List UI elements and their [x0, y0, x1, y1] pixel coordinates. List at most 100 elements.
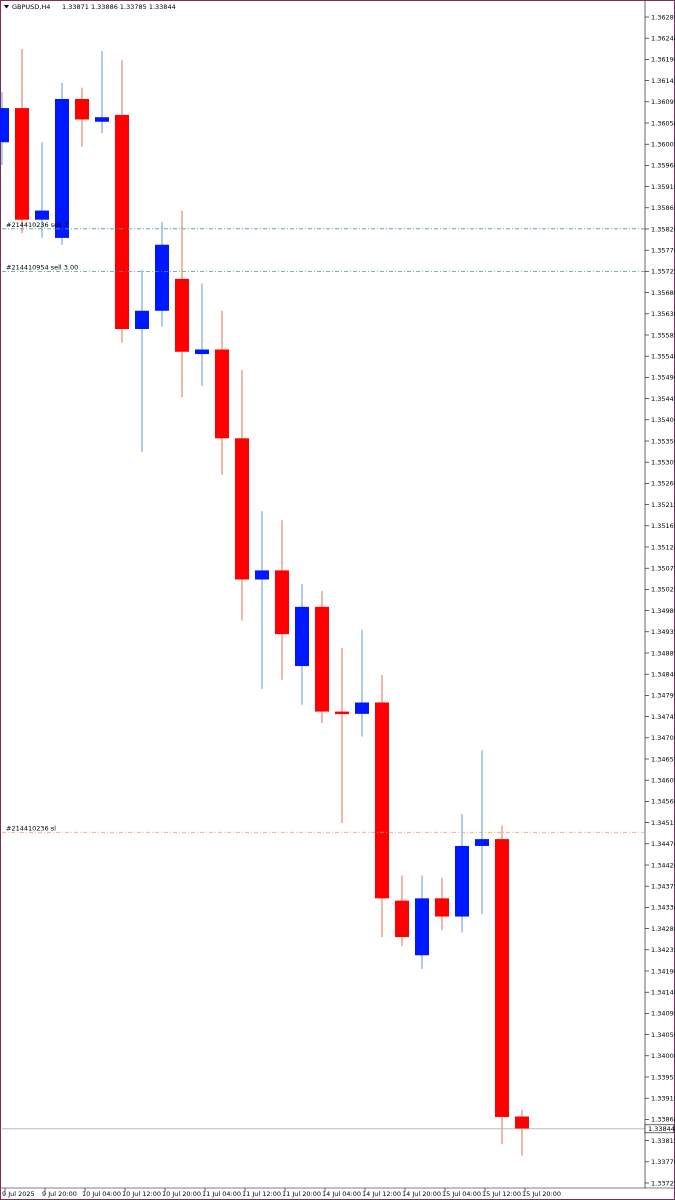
- candle-body: [15, 108, 29, 220]
- candle-body: [335, 711, 349, 715]
- symbol-label: GBPUSD,H4: [12, 3, 50, 11]
- price-tick-label: 1.34605: [651, 777, 675, 785]
- price-tick-label: 1.36145: [651, 77, 675, 85]
- time-tick-label: 14 Jul 04:00: [322, 1190, 361, 1198]
- price-tick-label: 1.35630: [651, 310, 675, 318]
- bear-candle: [375, 675, 389, 938]
- price-tick-label: 1.34935: [651, 628, 675, 636]
- time-tick-label: 10 Jul 04:00: [82, 1190, 121, 1198]
- bear-candle: [435, 877, 449, 931]
- price-tick-label: 1.34050: [651, 1031, 675, 1039]
- price-tick-label: 1.35445: [651, 395, 675, 403]
- bull-candle: [0, 92, 9, 166]
- price-tick-label: 1.34330: [651, 904, 675, 912]
- time-tick-label: 14 Jul 20:00: [402, 1190, 441, 1198]
- price-tick-label: 1.35075: [651, 565, 675, 573]
- price-tick-label: 1.36005: [651, 141, 675, 149]
- price-tick-label: 1.35120: [651, 543, 675, 551]
- bear-candle: [175, 210, 189, 398]
- price-tick-label: 1.34980: [651, 607, 675, 615]
- price-tick-label: 1.34655: [651, 755, 675, 763]
- price-tick-label: 1.33770: [651, 1158, 675, 1166]
- dropdown-triangle-icon[interactable]: [4, 5, 9, 9]
- time-tick-label: 11 Jul 04:00: [202, 1190, 241, 1198]
- bull-candle: [35, 142, 49, 238]
- time-tick-label: 10 Jul 20:00: [162, 1190, 201, 1198]
- candle-body: [115, 114, 129, 329]
- bear-candle: [275, 520, 289, 680]
- bull-candle: [95, 51, 109, 134]
- price-tick-label: 1.35680: [651, 289, 675, 297]
- price-tick-label: 1.35585: [651, 331, 675, 339]
- price-tick-label: 1.36095: [651, 98, 675, 106]
- bear-candle: [75, 87, 89, 147]
- price-tick-label: 1.35865: [651, 204, 675, 212]
- current-price-label: 1.33844: [648, 1125, 675, 1133]
- candle-body: [435, 898, 449, 917]
- candle-body: [315, 606, 329, 712]
- candle-body: [235, 438, 249, 580]
- price-tick-label: 1.34840: [651, 671, 675, 679]
- price-tick-label: 1.34700: [651, 734, 675, 742]
- price-tick-label: 1.33725: [651, 1179, 675, 1187]
- price-tick-label: 1.34140: [651, 989, 675, 997]
- price-tick-label: 1.35350: [651, 437, 675, 445]
- price-tick-label: 1.35725: [651, 268, 675, 276]
- candle-body: [75, 98, 89, 120]
- price-tick-label: 1.35820: [651, 225, 675, 233]
- time-tick-label: 11 Jul 20:00: [282, 1190, 321, 1198]
- bull-candle: [415, 875, 429, 969]
- candle-body: [415, 898, 429, 956]
- time-tick-label: 15 Jul 12:00: [482, 1190, 521, 1198]
- bull-candle: [455, 814, 469, 933]
- candle-body: [0, 108, 9, 143]
- candle-body: [155, 244, 169, 311]
- bear-candle: [495, 825, 509, 1145]
- price-tick-label: 1.36190: [651, 56, 675, 64]
- time-tick-label: 11 Jul 12:00: [242, 1190, 281, 1198]
- price-tick-label: 1.33815: [651, 1137, 675, 1145]
- time-tick-label: 15 Jul 20:00: [522, 1190, 561, 1198]
- price-tick-label: 1.35960: [651, 162, 675, 170]
- bull-candle: [295, 584, 309, 705]
- bear-candle: [15, 48, 29, 234]
- candle-body: [55, 98, 69, 238]
- bull-candle: [155, 221, 169, 327]
- candle-body: [95, 117, 109, 122]
- candle-body: [495, 839, 509, 1117]
- time-tick-label: 9 Jul 20:00: [42, 1190, 77, 1198]
- candle-body: [475, 839, 489, 846]
- time-tick-label: 9 Jul 2025: [2, 1190, 35, 1198]
- price-tick-label: 1.35025: [651, 586, 675, 594]
- price-tick-label: 1.34515: [651, 819, 675, 827]
- candle-body: [515, 1116, 529, 1129]
- price-tick-label: 1.35260: [651, 480, 675, 488]
- bear-candle: [515, 1109, 529, 1156]
- time-tick-label: 15 Jul 04:00: [442, 1190, 481, 1198]
- price-tick-label: 1.33955: [651, 1073, 675, 1081]
- price-tick-label: 1.35215: [651, 501, 675, 509]
- price-tick-label: 1.36240: [651, 35, 675, 43]
- bear-candle: [115, 60, 129, 343]
- price-tick-label: 1.34095: [651, 1010, 675, 1018]
- order-label: #214410954 sell 3.00: [6, 264, 78, 272]
- price-tick-label: 1.34885: [651, 649, 675, 657]
- price-tick-label: 1.33860: [651, 1116, 675, 1124]
- time-tick-label: 10 Jul 12:00: [122, 1190, 161, 1198]
- candle-body: [395, 900, 409, 938]
- bull-candle: [55, 83, 69, 245]
- stop-loss-label: #214410236 sl: [6, 824, 56, 832]
- bear-candle: [395, 875, 409, 947]
- bull-candle: [195, 283, 209, 386]
- price-tick-label: 1.34280: [651, 925, 675, 933]
- candle-body: [255, 570, 269, 580]
- price-tick-label: 1.34000: [651, 1052, 675, 1060]
- price-tick-label: 1.34235: [651, 946, 675, 954]
- price-tick-label: 1.35770: [651, 247, 675, 255]
- candle-body: [375, 702, 389, 899]
- candle-body: [275, 570, 289, 635]
- price-tick-label: 1.34560: [651, 798, 675, 806]
- price-tick-label: 1.34420: [651, 861, 675, 869]
